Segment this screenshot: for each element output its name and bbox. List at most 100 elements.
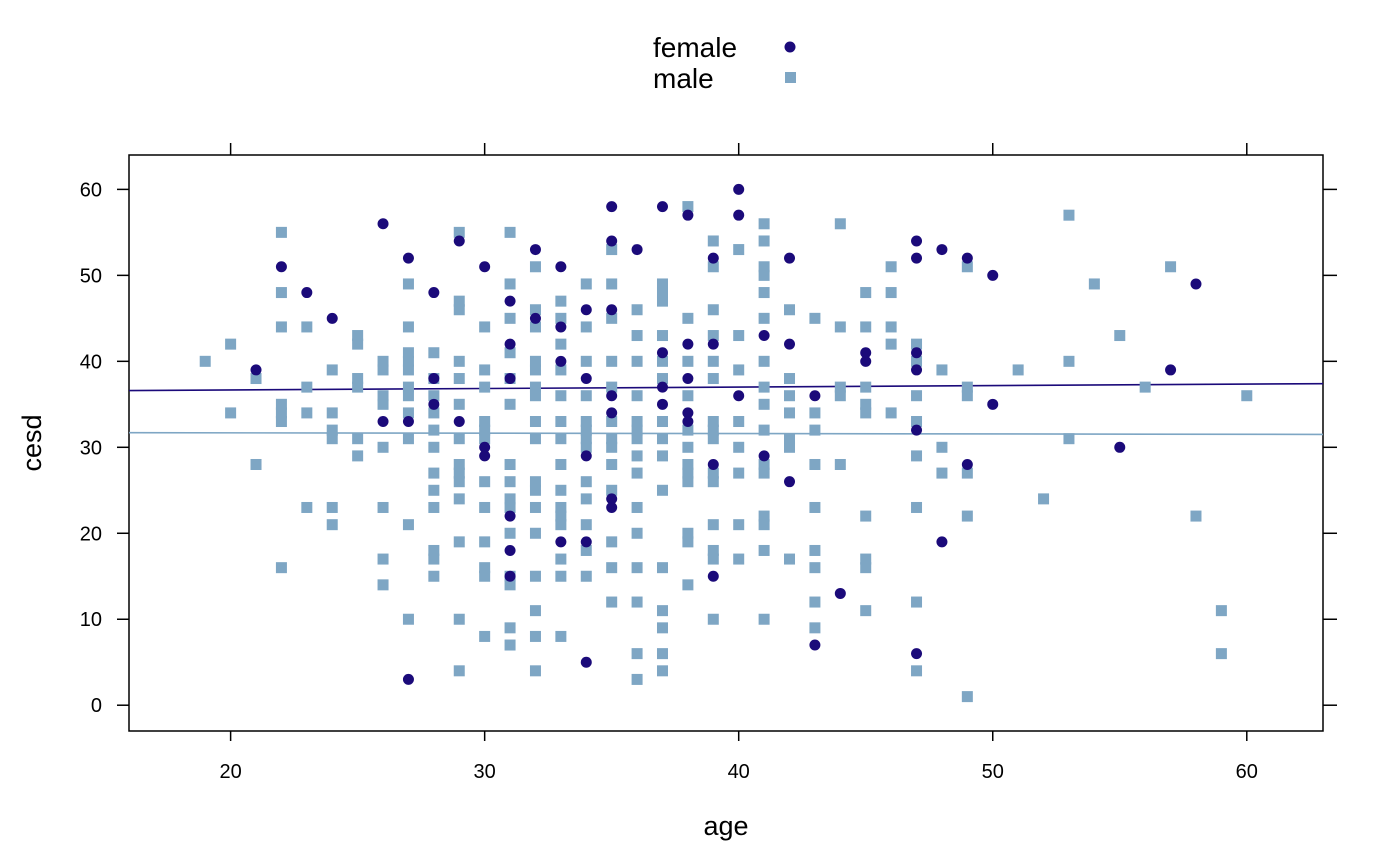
data-point-male (402, 381, 414, 393)
data-point-male (377, 364, 389, 376)
x-tick-label: 20 (219, 761, 241, 783)
data-point-male (504, 278, 516, 290)
data-point-male (504, 398, 516, 410)
data-point-female (961, 458, 973, 470)
data-point-female (555, 355, 567, 367)
data-point-female (479, 450, 491, 462)
data-point-male (529, 304, 541, 316)
data-point-male (1012, 364, 1024, 376)
data-point-female (580, 450, 592, 462)
data-point-male (529, 381, 541, 393)
data-point-male (453, 458, 465, 470)
data-point-male (479, 416, 491, 428)
data-point-female (911, 252, 923, 264)
data-point-male (250, 458, 262, 470)
data-point-male (529, 484, 541, 496)
data-point-male (682, 476, 694, 488)
data-point-female (479, 441, 491, 453)
data-point-male (707, 613, 719, 625)
data-point-female (682, 209, 694, 221)
data-point-male (1038, 493, 1050, 505)
data-point-female (402, 673, 414, 685)
data-point-male (479, 476, 491, 488)
data-point-male (606, 278, 618, 290)
data-point-male (580, 278, 592, 290)
data-point-male (758, 458, 770, 470)
data-point-male (606, 536, 618, 548)
data-point-male (1165, 261, 1177, 273)
data-point-male (479, 424, 491, 436)
data-point-male (504, 639, 516, 651)
data-point-male (453, 373, 465, 385)
data-point-male (479, 321, 491, 333)
data-point-male (656, 278, 668, 290)
data-point-male (555, 570, 567, 582)
data-point-female (504, 570, 516, 582)
data-point-female (911, 364, 923, 376)
data-point-female (707, 252, 719, 264)
data-point-male (682, 390, 694, 402)
data-point-male (656, 622, 668, 634)
data-point-male (631, 304, 643, 316)
data-point-male (606, 458, 618, 470)
data-point-male (885, 407, 897, 419)
legend-label-male: male (653, 63, 714, 94)
data-point-male (784, 373, 796, 385)
data-point-male (606, 441, 618, 453)
data-point-female (656, 398, 668, 410)
data-point-male (758, 381, 770, 393)
data-point-female (860, 355, 872, 367)
data-point-male (555, 295, 567, 307)
x-tick-label: 40 (728, 761, 750, 783)
data-point-male (885, 287, 897, 299)
data-point-male (860, 287, 872, 299)
data-point-male (326, 364, 338, 376)
data-point-female (911, 235, 923, 247)
data-point-male (301, 381, 313, 393)
data-point-male (479, 562, 491, 574)
data-point-male (656, 648, 668, 660)
data-point-male (529, 630, 541, 642)
data-point-male (352, 381, 364, 393)
data-point-female (377, 416, 389, 428)
data-point-male (428, 544, 440, 556)
data-point-male (580, 424, 592, 436)
data-point-male (682, 579, 694, 591)
legend-marker-female (784, 41, 796, 53)
data-point-male (529, 527, 541, 539)
data-point-male (225, 407, 237, 419)
legend: female male (653, 32, 796, 94)
data-point-male (453, 493, 465, 505)
data-point-male (402, 613, 414, 625)
data-point-female (606, 304, 618, 316)
data-point-female (606, 407, 618, 419)
data-point-male (428, 553, 440, 565)
data-point-female (936, 536, 948, 548)
data-point-male (555, 510, 567, 522)
data-point-male (428, 390, 440, 402)
data-point-male (225, 338, 237, 350)
data-point-female (301, 287, 313, 299)
data-point-male (428, 467, 440, 479)
data-point-female (961, 252, 973, 264)
data-point-female (707, 338, 719, 350)
data-point-male (656, 665, 668, 677)
data-point-male (529, 476, 541, 488)
data-point-male (504, 622, 516, 634)
data-point-female (682, 338, 694, 350)
data-point-male (707, 544, 719, 556)
legend-label-female: female (653, 32, 737, 63)
data-point-male (809, 544, 821, 556)
data-point-male (758, 235, 770, 247)
data-point-male (1215, 648, 1227, 660)
data-point-male (275, 226, 287, 238)
data-point-male (1063, 433, 1075, 445)
data-point-male (377, 501, 389, 513)
data-point-male (504, 476, 516, 488)
data-point-male (606, 355, 618, 367)
data-point-female (250, 364, 262, 376)
data-point-male (1088, 278, 1100, 290)
data-point-male (733, 364, 745, 376)
data-point-male (860, 381, 872, 393)
data-point-male (402, 347, 414, 359)
